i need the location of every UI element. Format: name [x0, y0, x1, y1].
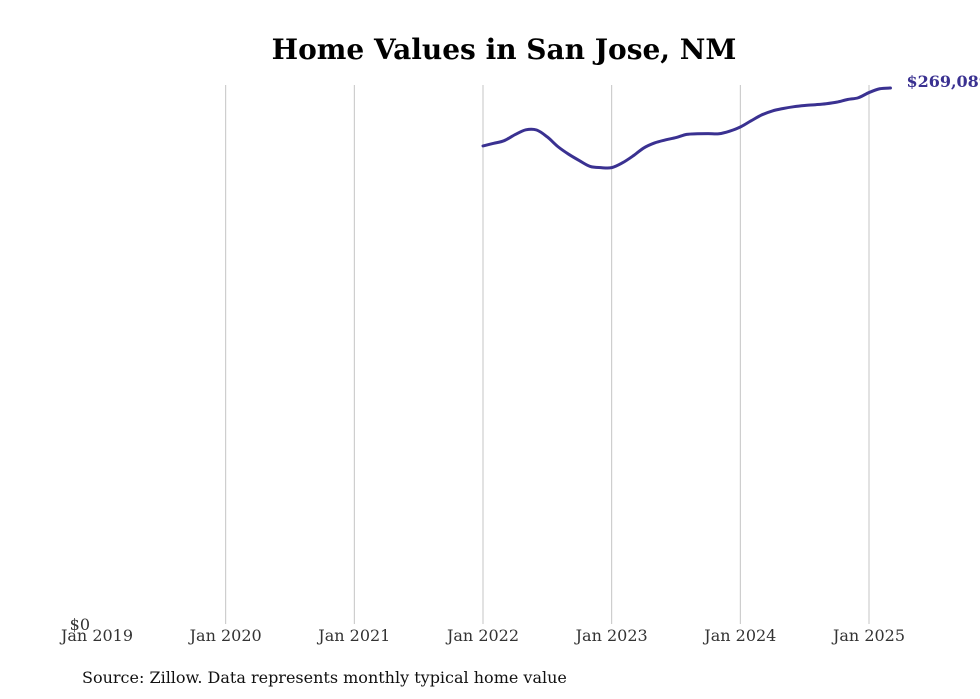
- x-tick-label: Jan 2019: [59, 626, 133, 645]
- y-tick-label: $0: [70, 615, 90, 634]
- x-tick-label: Jan 2021: [316, 626, 390, 645]
- x-axis-ticks: Jan 2019 Jan 2020 Jan 2021 Jan 2022 Jan 2023…: [59, 615, 905, 645]
- x-tick-label: Jan 2020: [188, 626, 262, 645]
- x-tick-label: Jan 2022: [445, 626, 519, 645]
- x-tick-label: Jan 2025: [831, 626, 905, 645]
- x-tick-label: Jan 2023: [574, 626, 648, 645]
- end-value-label: $269,089: [906, 72, 980, 91]
- source-note: Source: Zillow. Data represents monthly …: [82, 668, 567, 687]
- grid-lines: [225, 85, 870, 624]
- chart-title: Home Values in San Jose, NM: [272, 33, 737, 66]
- series-line: [481, 86, 892, 170]
- series-layer: $269,089: [481, 72, 980, 170]
- x-tick-label: Jan 2024: [702, 626, 776, 645]
